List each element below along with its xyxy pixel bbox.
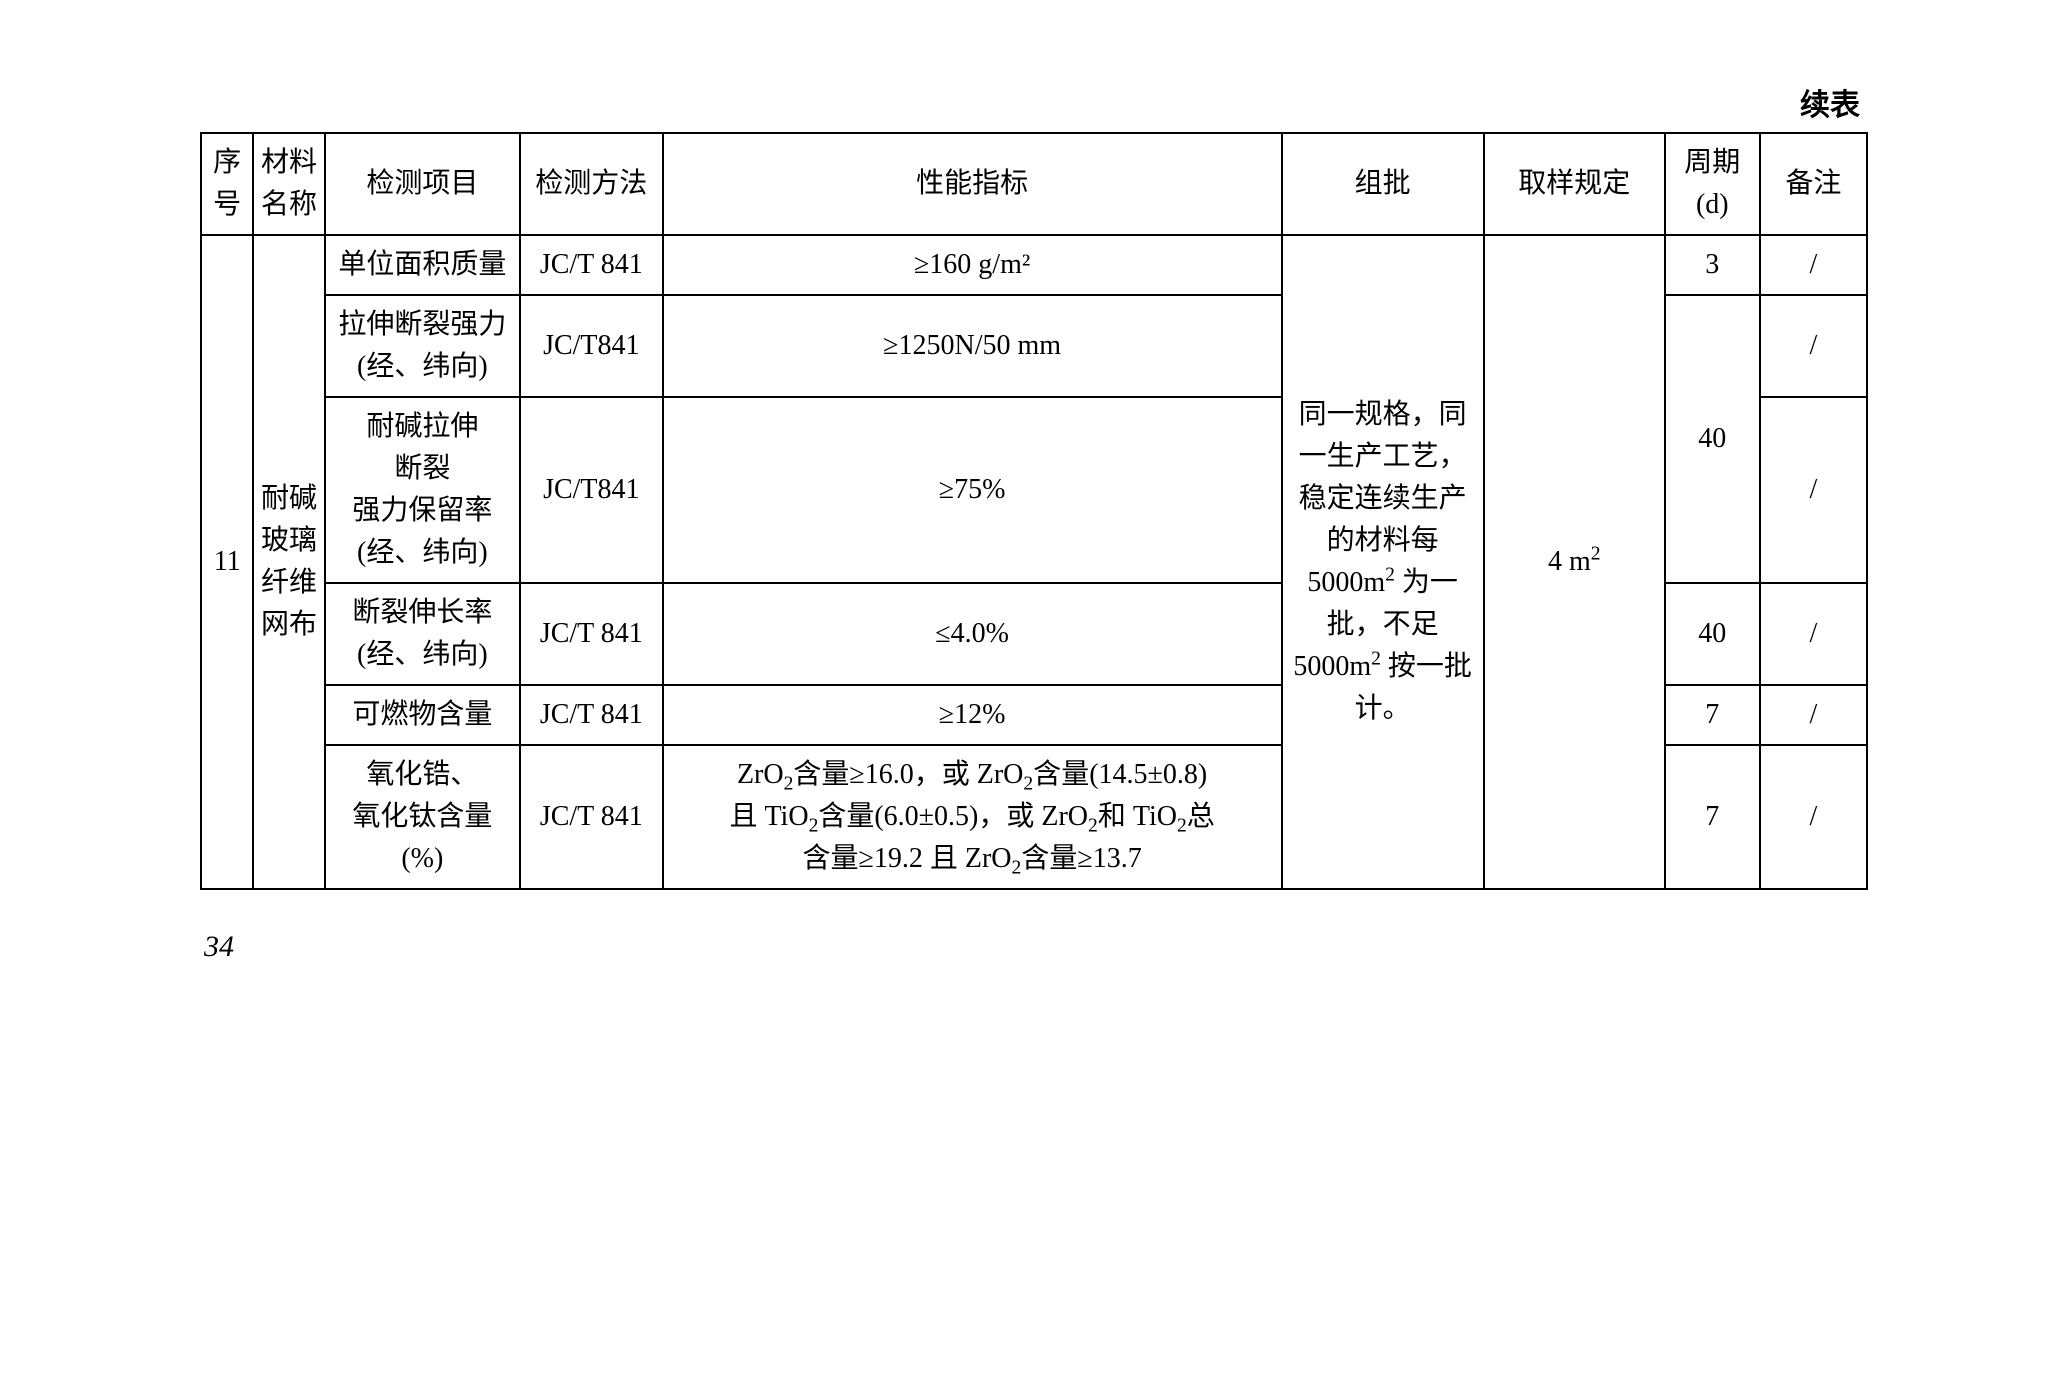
cell-method-0: JC/T 841 bbox=[520, 235, 663, 295]
cell-item-2: 耐碱拉伸断裂强力保留率(经、纬向) bbox=[325, 397, 520, 583]
table-header-row: 序号 材料名称 检测项目 检测方法 性能指标 组批 取样规定 周期(d) 备注 bbox=[201, 133, 1867, 235]
cell-period-1-2: 40 bbox=[1665, 295, 1760, 583]
cell-period-3: 40 bbox=[1665, 583, 1760, 685]
cell-batch: 同一规格，同一生产工艺，稳定连续生产的材料每 5000m2 为一批，不足 500… bbox=[1282, 235, 1484, 889]
cell-material: 耐碱玻璃纤维网布 bbox=[253, 235, 324, 889]
header-spec: 性能指标 bbox=[663, 133, 1282, 235]
cell-spec-4: ≥12% bbox=[663, 685, 1282, 745]
cell-method-1: JC/T841 bbox=[520, 295, 663, 397]
cell-remark-4: / bbox=[1760, 685, 1867, 745]
cell-item-3: 断裂伸长率(经、纬向) bbox=[325, 583, 520, 685]
spec-table: 序号 材料名称 检测项目 检测方法 性能指标 组批 取样规定 周期(d) 备注 … bbox=[200, 132, 1868, 890]
header-material: 材料名称 bbox=[253, 133, 324, 235]
cell-method-4: JC/T 841 bbox=[520, 685, 663, 745]
cell-remark-2: / bbox=[1760, 397, 1867, 583]
cell-remark-3: / bbox=[1760, 583, 1867, 685]
header-test-item: 检测项目 bbox=[325, 133, 520, 235]
cell-item-5: 氧化锆、氧化钛含量(%) bbox=[325, 745, 520, 889]
cell-remark-5: / bbox=[1760, 745, 1867, 889]
cell-remark-0: / bbox=[1760, 235, 1867, 295]
cell-method-2: JC/T841 bbox=[520, 397, 663, 583]
cell-period-4: 7 bbox=[1665, 685, 1760, 745]
cell-method-5: JC/T 841 bbox=[520, 745, 663, 889]
cell-period-0: 3 bbox=[1665, 235, 1760, 295]
cell-sampling: 4 m2 bbox=[1484, 235, 1665, 889]
cell-method-3: JC/T 841 bbox=[520, 583, 663, 685]
cell-period-5: 7 bbox=[1665, 745, 1760, 889]
cell-spec-1: ≥1250N/50 mm bbox=[663, 295, 1282, 397]
continuation-label: 续表 bbox=[200, 80, 1868, 124]
cell-item-1: 拉伸断裂强力(经、纬向) bbox=[325, 295, 520, 397]
cell-spec-3: ≤4.0% bbox=[663, 583, 1282, 685]
header-batch: 组批 bbox=[1282, 133, 1484, 235]
cell-spec-2: ≥75% bbox=[663, 397, 1282, 583]
header-seq: 序号 bbox=[201, 133, 253, 235]
cell-remark-1: / bbox=[1760, 295, 1867, 397]
page-number: 34 bbox=[204, 930, 1868, 964]
header-period: 周期(d) bbox=[1665, 133, 1760, 235]
header-sampling: 取样规定 bbox=[1484, 133, 1665, 235]
cell-item-0: 单位面积质量 bbox=[325, 235, 520, 295]
table-row: 11 耐碱玻璃纤维网布 单位面积质量 JC/T 841 ≥160 g/m² 同一… bbox=[201, 235, 1867, 295]
header-remark: 备注 bbox=[1760, 133, 1867, 235]
material-name-text: 耐碱玻璃纤维网布 bbox=[261, 483, 317, 640]
cell-spec-5: ZrO2含量≥16.0，或 ZrO2含量(14.5±0.8) 且 TiO2含量(… bbox=[663, 745, 1282, 889]
cell-item-4: 可燃物含量 bbox=[325, 685, 520, 745]
header-test-method: 检测方法 bbox=[520, 133, 663, 235]
cell-seq: 11 bbox=[201, 235, 253, 889]
cell-spec-0: ≥160 g/m² bbox=[663, 235, 1282, 295]
